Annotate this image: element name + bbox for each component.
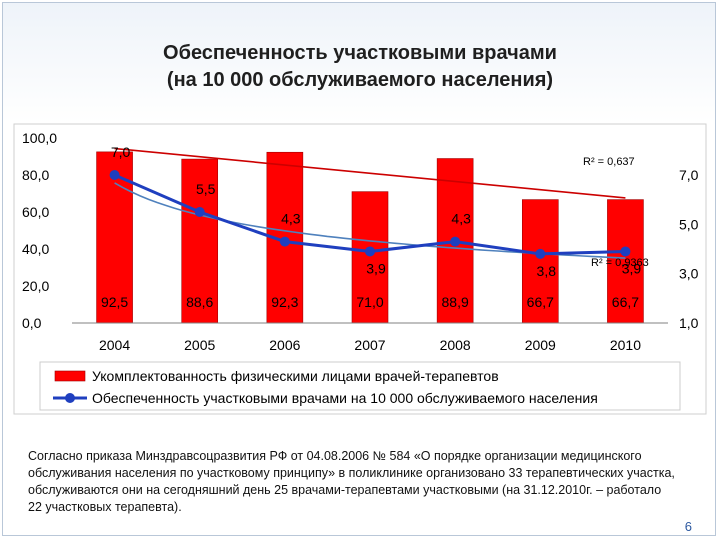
line-value-label: 7,0 xyxy=(111,144,131,160)
y-right-tick-label: 7,0 xyxy=(679,167,699,183)
x-tick-label: 2007 xyxy=(354,337,385,353)
page-number: 6 xyxy=(684,519,692,534)
y-left-tick-label: 100,0 xyxy=(22,130,57,146)
title-line-2: (на 10 000 обслуживаемого населения) xyxy=(166,69,554,91)
bar-value-label: 66,7 xyxy=(612,294,639,310)
combo-chart: 0,0 20,0 40,0 60,0 80,0 100,0 1,0 3,0 5,0 7,0 92,5… xyxy=(13,123,707,415)
line-point-2010 xyxy=(620,246,631,257)
x-tick-label: 2010 xyxy=(610,337,641,353)
line-value-label: 3,9 xyxy=(366,260,386,276)
x-tick-label: 2005 xyxy=(184,337,215,353)
title-line-1: Обеспеченность участковыми врачами xyxy=(163,42,557,64)
bar-2010 xyxy=(607,199,644,324)
line-value-label: 3,9 xyxy=(622,260,642,276)
legend-bar-label: Укомплектованность физическими лицами вр… xyxy=(92,368,499,384)
line-point-2004 xyxy=(109,170,120,180)
line-point-2009 xyxy=(535,248,546,259)
bar-trendline xyxy=(114,147,626,199)
line-point-2005 xyxy=(194,207,205,217)
legend-line-marker xyxy=(65,393,75,403)
bar-value-label: 92,5 xyxy=(101,294,128,310)
y-left-tick-label: 60,0 xyxy=(22,204,49,220)
bar-value-label: 88,6 xyxy=(186,294,213,310)
y-right-tick-label: 5,0 xyxy=(679,216,699,232)
bar-trend-r2-label: R² = 0,637 xyxy=(583,156,635,168)
y-left-tick-label: 0,0 xyxy=(22,315,42,331)
y-left-tick-label: 80,0 xyxy=(22,167,49,183)
legend-line-label: Обеспеченность участковыми врачами на 10… xyxy=(92,390,598,406)
x-tick-label: 2006 xyxy=(269,337,300,353)
line-point-2008 xyxy=(450,236,461,247)
y-right-tick-label: 1,0 xyxy=(679,315,699,331)
legend-box xyxy=(39,361,681,411)
line-value-label: 5,5 xyxy=(196,181,216,197)
slide-title: Обеспеченность участковыми врачами (на 1… xyxy=(60,40,660,94)
x-tick-label: 2009 xyxy=(525,337,556,353)
explanatory-note: Согласно приказа Минздравсоцразвития РФ … xyxy=(28,449,675,514)
bar-value-label: 88,9 xyxy=(442,294,469,310)
chart-border xyxy=(13,123,707,415)
bar-2009 xyxy=(521,199,559,324)
x-tick-label: 2004 xyxy=(99,337,130,353)
x-tick-label: 2008 xyxy=(440,337,471,353)
line-trend-r2-label: R² = 0,9363 xyxy=(591,257,649,269)
title-background xyxy=(3,3,715,123)
line-point-2007 xyxy=(365,246,375,257)
legend-bar-swatch xyxy=(54,370,86,382)
line-value-label: 3,8 xyxy=(537,263,557,279)
bar-value-label: 92,3 xyxy=(271,294,298,310)
line-value-label: 4,3 xyxy=(281,211,301,227)
line-value-label: 4,3 xyxy=(451,211,471,227)
y-right-tick-label: 3,0 xyxy=(679,266,699,282)
bar-value-label: 71,0 xyxy=(356,294,383,310)
y-left-tick-label: 40,0 xyxy=(22,241,49,257)
y-left-tick-label: 20,0 xyxy=(22,278,49,294)
line-point-2006 xyxy=(279,236,290,247)
bar-value-label: 66,7 xyxy=(527,294,554,310)
